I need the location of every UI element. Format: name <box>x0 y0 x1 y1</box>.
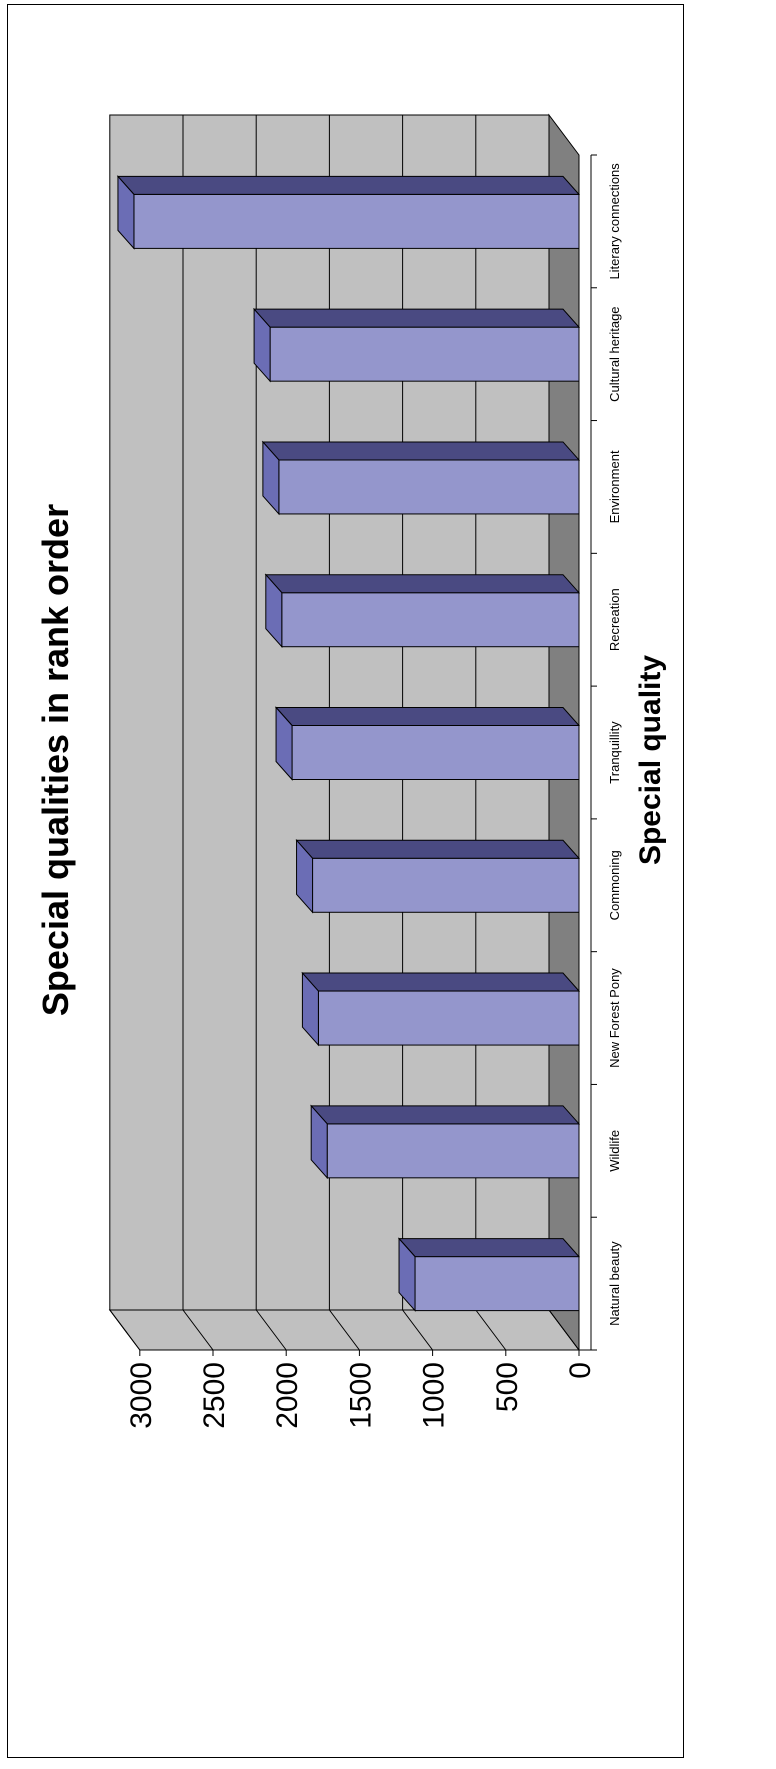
bar-end-face <box>310 1104 328 1180</box>
category-label: Cultural heritage <box>607 306 622 401</box>
bar-end-face <box>275 706 293 781</box>
bar-top-face <box>264 574 581 594</box>
bar <box>278 459 580 515</box>
value-tick-label: 2000 <box>271 1362 304 1429</box>
bar-top-face <box>261 441 581 461</box>
axis-layer <box>139 154 597 1356</box>
bar <box>326 1123 580 1179</box>
bar <box>269 326 580 382</box>
gridline-diagonal <box>255 1309 287 1351</box>
gridline-diagonal <box>109 1309 141 1351</box>
bar <box>291 725 580 780</box>
bar <box>133 193 580 249</box>
bar-top-face <box>252 308 581 328</box>
bar-top-face <box>274 707 581 726</box>
bar-top-face <box>397 1238 581 1258</box>
category-label: New Forest Pony <box>607 968 622 1068</box>
category-label: Environment <box>607 450 622 523</box>
x-axis-title: Special quality <box>634 655 667 865</box>
bar-end-face <box>253 307 271 383</box>
category-label: Literary connections <box>607 163 622 280</box>
bar-top-face <box>301 972 581 992</box>
bar-end-face <box>262 440 280 516</box>
bars-layer <box>116 175 581 1312</box>
bar-end-face <box>296 838 314 914</box>
labels-layer: 0 500 1000 1500 2000 2500 3000 Natural beauty Wi… <box>125 163 622 1429</box>
category-label: Commoning <box>607 850 622 920</box>
gridline-diagonal <box>182 1309 214 1351</box>
category-label: Wildlife <box>607 1130 622 1172</box>
bar <box>317 990 580 1046</box>
bar <box>281 592 580 648</box>
value-tick-label: 1500 <box>344 1362 377 1429</box>
category-label: Tranquillity <box>607 721 622 784</box>
gridline-diagonal <box>548 1309 580 1351</box>
bar-end-face <box>265 573 283 649</box>
bar-end-face <box>117 175 135 250</box>
gridline-diagonal <box>402 1309 434 1351</box>
chart-title: Special qualities in rank order <box>35 504 76 1016</box>
bar-top-face <box>295 839 581 859</box>
value-tick-label: 0 <box>564 1362 597 1379</box>
bar <box>312 857 580 913</box>
category-label: Natural beauty <box>607 1241 622 1326</box>
value-tick-label: 3000 <box>125 1362 158 1429</box>
value-tick-label: 500 <box>491 1362 524 1412</box>
value-tick-label: 1000 <box>418 1362 451 1429</box>
category-label: Recreation <box>607 588 622 651</box>
bar-end-face <box>398 1237 416 1312</box>
gridline-diagonal <box>475 1309 507 1351</box>
bar <box>414 1256 580 1312</box>
gridline-diagonal <box>328 1309 360 1351</box>
bar-end-face <box>301 971 319 1047</box>
value-tick-label: 2500 <box>198 1362 231 1429</box>
bar-top-face <box>310 1105 581 1125</box>
bar-top-face <box>116 175 581 195</box>
